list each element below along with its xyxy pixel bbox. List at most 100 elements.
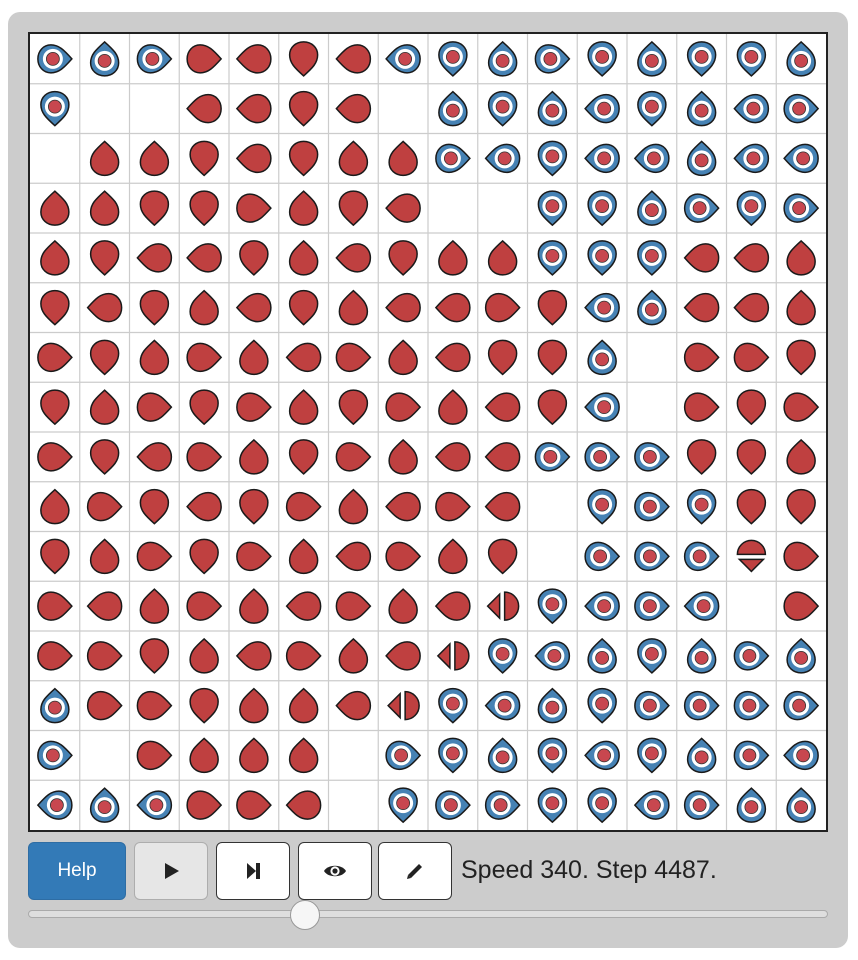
agent-red bbox=[189, 687, 219, 724]
agent-red bbox=[86, 641, 123, 671]
agent-red bbox=[189, 289, 219, 326]
agent-blue bbox=[637, 289, 667, 326]
agent-blue bbox=[534, 442, 571, 472]
agent-red bbox=[236, 790, 272, 820]
agent-blue bbox=[733, 740, 770, 771]
agent-red bbox=[288, 41, 319, 77]
agent-red bbox=[786, 438, 816, 475]
agent-red bbox=[338, 488, 369, 525]
agent-blue bbox=[37, 44, 73, 74]
agent-blue bbox=[587, 339, 617, 376]
agent-red bbox=[388, 140, 418, 177]
agent-red bbox=[139, 140, 170, 177]
agent-moving bbox=[436, 641, 470, 671]
agent-blue bbox=[487, 40, 518, 77]
agent-red bbox=[139, 190, 170, 227]
agent-blue bbox=[634, 541, 670, 572]
agent-blue bbox=[487, 737, 518, 774]
agent-blue bbox=[634, 591, 670, 621]
pencil-icon bbox=[407, 864, 422, 879]
agent-red bbox=[285, 342, 322, 373]
agent-red bbox=[335, 442, 372, 472]
agent-red bbox=[235, 93, 272, 124]
agent-red bbox=[239, 588, 269, 624]
agent-blue bbox=[385, 44, 421, 74]
agent-blue bbox=[587, 687, 617, 724]
agent-blue bbox=[637, 90, 667, 127]
agent-grid[interactable] bbox=[28, 32, 828, 832]
agent-red bbox=[89, 190, 120, 226]
agent-red bbox=[487, 339, 518, 376]
speed-slider[interactable] bbox=[28, 900, 828, 930]
eye-icon bbox=[324, 865, 346, 877]
speed-slider-thumb[interactable] bbox=[289, 900, 320, 930]
agent-blue bbox=[733, 690, 770, 721]
agent-red bbox=[285, 491, 322, 522]
agent-blue bbox=[637, 40, 667, 77]
agent-red bbox=[235, 292, 272, 323]
agent-red bbox=[189, 140, 219, 177]
agent-red bbox=[186, 442, 223, 472]
agent-blue bbox=[686, 488, 717, 525]
agent-red bbox=[783, 541, 820, 572]
agent-red bbox=[537, 289, 568, 326]
agent-blue bbox=[686, 140, 717, 177]
agent-red bbox=[438, 389, 468, 425]
agent-blue bbox=[733, 143, 770, 174]
agent-red bbox=[189, 389, 219, 426]
agent-red bbox=[86, 690, 123, 721]
agent-red bbox=[288, 687, 319, 724]
agent-red bbox=[136, 690, 173, 721]
agent-red bbox=[288, 737, 319, 774]
agent-red bbox=[136, 392, 173, 422]
agent-red bbox=[683, 243, 720, 273]
agent-blue bbox=[686, 737, 717, 774]
play-button[interactable] bbox=[134, 842, 208, 900]
agent-red bbox=[786, 239, 816, 276]
help-button[interactable]: Help bbox=[28, 842, 126, 900]
agent-blue bbox=[637, 240, 667, 276]
agent-blue bbox=[385, 740, 422, 771]
agent-red bbox=[86, 591, 123, 621]
agent-red bbox=[136, 243, 173, 273]
agent-red bbox=[288, 389, 319, 425]
agent-blue bbox=[537, 687, 568, 724]
agent-red bbox=[139, 638, 170, 674]
agent-red bbox=[786, 488, 816, 525]
step-forward-icon bbox=[247, 863, 260, 879]
agent-blue bbox=[89, 787, 120, 823]
edit-button[interactable] bbox=[378, 842, 452, 900]
agent-red bbox=[385, 641, 421, 671]
agent-red bbox=[733, 342, 770, 373]
agent-red bbox=[434, 442, 471, 472]
agent-red bbox=[338, 190, 369, 227]
agent-red bbox=[537, 389, 568, 426]
agent-red bbox=[438, 239, 468, 276]
grid-canvas[interactable] bbox=[30, 34, 826, 830]
agent-red bbox=[736, 439, 767, 475]
agent-red bbox=[385, 541, 422, 572]
agent-blue bbox=[584, 292, 620, 323]
agent-red bbox=[239, 687, 269, 724]
agent-red bbox=[288, 190, 319, 226]
agent-red bbox=[733, 292, 770, 323]
agent-red bbox=[388, 588, 418, 624]
agent-red bbox=[434, 591, 471, 621]
agent-blue bbox=[733, 641, 770, 671]
speed-slider-track[interactable] bbox=[28, 910, 828, 918]
step-forward-button[interactable] bbox=[216, 842, 290, 900]
status-text: Speed 340. Step 4487. bbox=[461, 856, 717, 884]
agent-red bbox=[335, 591, 372, 621]
agent-blue bbox=[637, 190, 667, 226]
agent-blue bbox=[484, 690, 521, 721]
agent-blue bbox=[633, 790, 670, 820]
view-toggle-button[interactable] bbox=[298, 842, 372, 900]
agent-blue bbox=[534, 641, 571, 671]
agent-red bbox=[338, 140, 369, 177]
agent-red bbox=[335, 541, 372, 572]
agent-blue bbox=[686, 637, 717, 674]
agent-red bbox=[37, 442, 73, 472]
agent-red bbox=[239, 240, 269, 276]
agent-blue bbox=[435, 790, 471, 820]
agent-moving bbox=[486, 591, 520, 621]
